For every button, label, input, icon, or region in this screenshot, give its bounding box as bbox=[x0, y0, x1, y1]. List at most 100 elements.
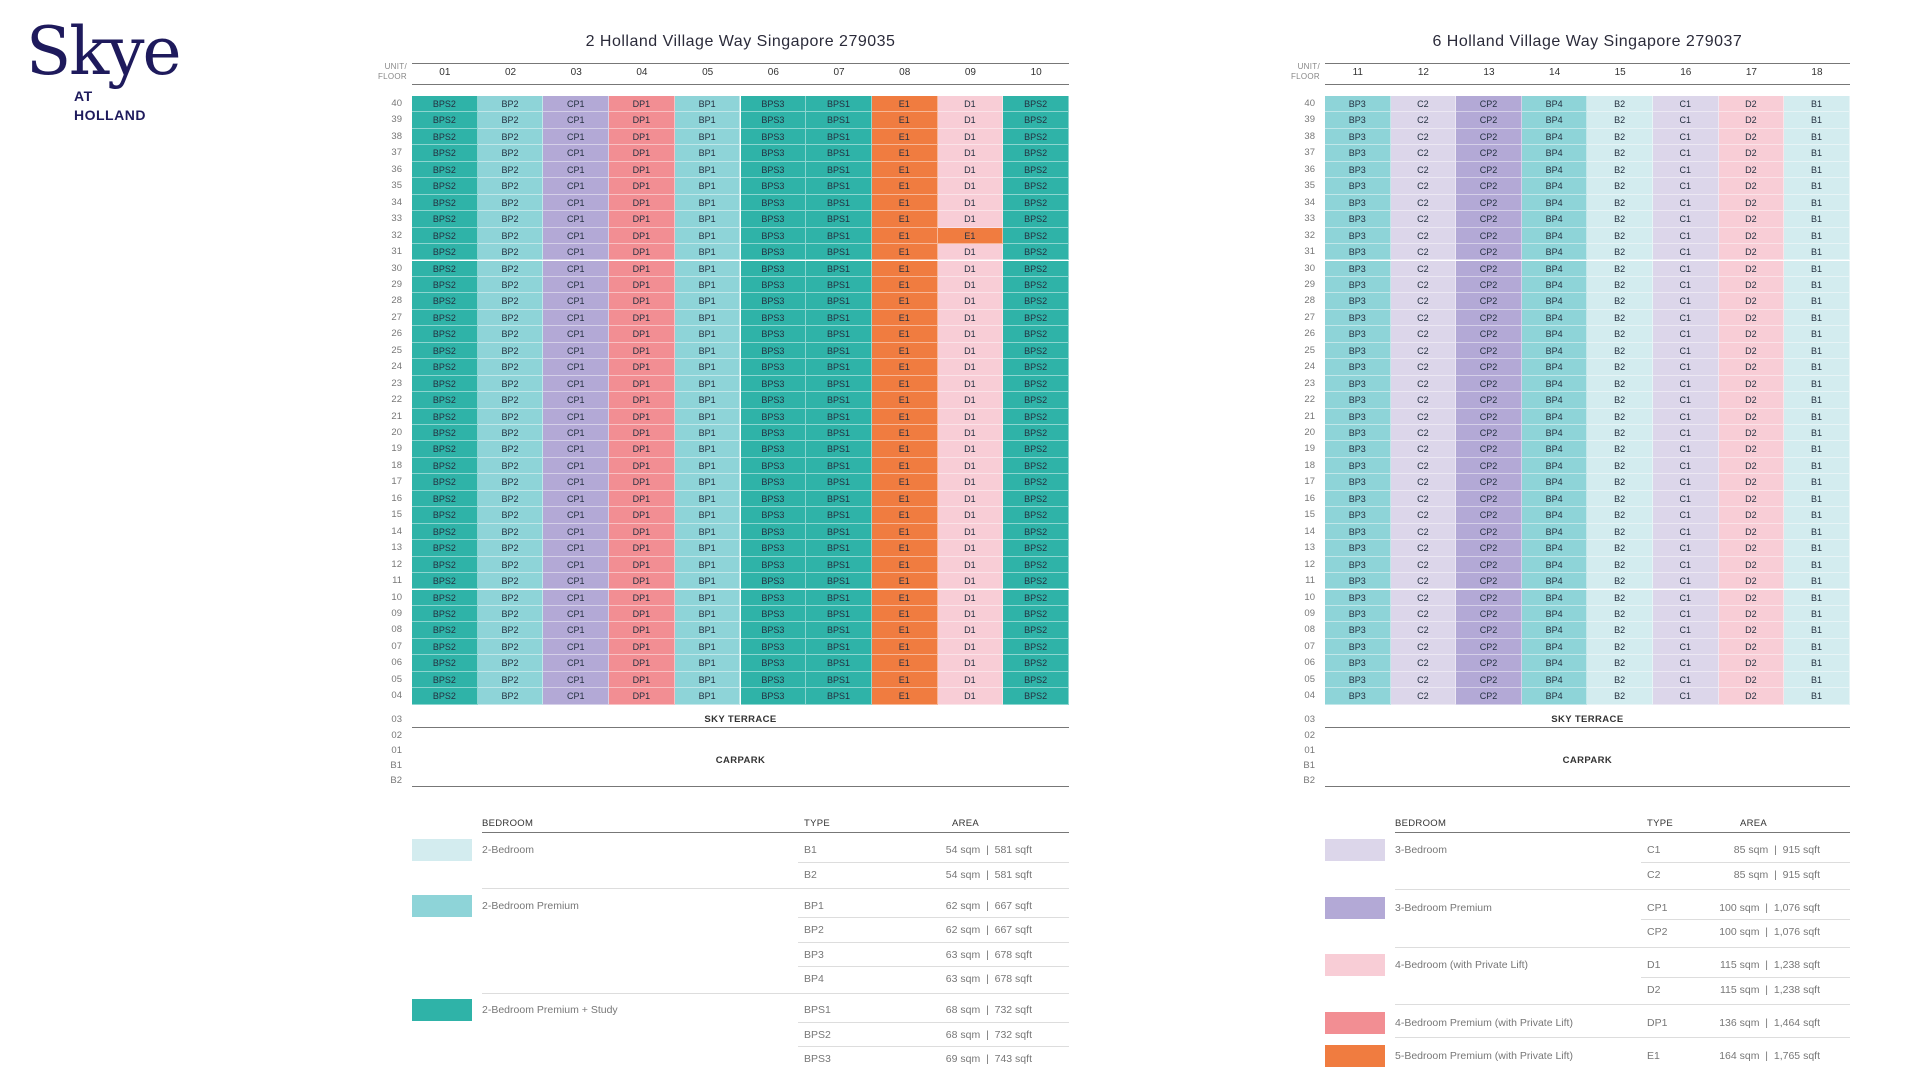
unit-cell[interactable]: BPS2 bbox=[412, 145, 478, 162]
unit-cell[interactable]: BPS2 bbox=[412, 326, 478, 343]
unit-cell[interactable]: BP1 bbox=[674, 507, 741, 524]
unit-cell[interactable]: D2 bbox=[1718, 457, 1785, 475]
unit-cell[interactable]: BPS2 bbox=[412, 441, 478, 458]
unit-cell[interactable]: C1 bbox=[1653, 392, 1719, 409]
unit-cell[interactable]: BP4 bbox=[1521, 573, 1588, 590]
unit-cell[interactable]: CP2 bbox=[1456, 326, 1522, 343]
unit-cell[interactable]: E1 bbox=[871, 441, 938, 458]
unit-cell[interactable]: BP3 bbox=[1325, 655, 1391, 672]
unit-cell[interactable]: BP3 bbox=[1325, 309, 1391, 327]
unit-cell[interactable]: B2 bbox=[1587, 540, 1653, 557]
unit-cell[interactable]: CP2 bbox=[1456, 161, 1522, 179]
unit-cell[interactable]: BPS2 bbox=[412, 260, 478, 277]
unit-cell[interactable]: BP1 bbox=[674, 688, 741, 705]
unit-cell[interactable]: BP2 bbox=[477, 194, 544, 212]
unit-cell[interactable]: D1 bbox=[937, 244, 1004, 261]
unit-cell[interactable]: B1 bbox=[1784, 638, 1850, 656]
unit-cell[interactable]: BPS2 bbox=[1003, 540, 1069, 557]
unit-cell[interactable]: C2 bbox=[1390, 523, 1457, 541]
unit-cell[interactable]: B2 bbox=[1587, 671, 1653, 689]
unit-cell[interactable]: CP1 bbox=[543, 523, 610, 541]
unit-cell[interactable]: D2 bbox=[1718, 112, 1785, 129]
unit-cell[interactable]: BPS2 bbox=[1003, 457, 1069, 475]
unit-cell[interactable]: CP1 bbox=[543, 178, 610, 195]
unit-cell[interactable]: BPS1 bbox=[806, 474, 872, 491]
unit-cell[interactable]: BPS3 bbox=[740, 194, 807, 212]
unit-cell[interactable]: BP3 bbox=[1325, 161, 1391, 179]
unit-cell[interactable]: B1 bbox=[1784, 507, 1850, 524]
unit-cell[interactable]: BP3 bbox=[1325, 359, 1391, 376]
unit-cell[interactable]: BPS1 bbox=[806, 556, 872, 574]
unit-cell[interactable]: D1 bbox=[937, 128, 1004, 146]
unit-cell[interactable]: B1 bbox=[1784, 457, 1850, 475]
unit-cell[interactable]: BPS2 bbox=[412, 244, 478, 261]
unit-cell[interactable]: B1 bbox=[1784, 540, 1850, 557]
unit-cell[interactable]: C2 bbox=[1390, 622, 1457, 639]
unit-cell[interactable]: D1 bbox=[937, 523, 1004, 541]
unit-cell[interactable]: CP2 bbox=[1456, 605, 1522, 623]
unit-cell[interactable]: CP1 bbox=[543, 655, 610, 672]
unit-cell[interactable]: BP2 bbox=[477, 260, 544, 277]
unit-cell[interactable]: C2 bbox=[1390, 425, 1457, 442]
unit-cell[interactable]: BP4 bbox=[1521, 112, 1588, 129]
unit-cell[interactable]: D1 bbox=[937, 194, 1004, 212]
unit-cell[interactable]: BPS2 bbox=[1003, 688, 1069, 705]
unit-cell[interactable]: D2 bbox=[1718, 523, 1785, 541]
unit-cell[interactable]: BPS3 bbox=[740, 688, 807, 705]
unit-cell[interactable]: BP2 bbox=[477, 145, 544, 162]
unit-cell[interactable]: D2 bbox=[1718, 622, 1785, 639]
unit-cell[interactable]: C2 bbox=[1390, 540, 1457, 557]
unit-cell[interactable]: BP1 bbox=[674, 244, 741, 261]
unit-cell[interactable]: D2 bbox=[1718, 227, 1785, 245]
unit-cell[interactable]: BPS2 bbox=[412, 309, 478, 327]
unit-cell[interactable]: CP2 bbox=[1456, 655, 1522, 672]
unit-cell[interactable]: B1 bbox=[1784, 293, 1850, 310]
unit-cell[interactable]: B2 bbox=[1587, 573, 1653, 590]
unit-cell[interactable]: BPS2 bbox=[412, 638, 478, 656]
unit-cell[interactable]: BP3 bbox=[1325, 622, 1391, 639]
unit-cell[interactable]: C1 bbox=[1653, 671, 1719, 689]
unit-cell[interactable]: BPS1 bbox=[806, 293, 872, 310]
unit-cell[interactable]: BP2 bbox=[477, 211, 544, 228]
unit-cell[interactable]: BP4 bbox=[1521, 145, 1588, 162]
unit-cell[interactable]: BPS2 bbox=[1003, 671, 1069, 689]
unit-cell[interactable]: BP3 bbox=[1325, 392, 1391, 409]
unit-cell[interactable]: C2 bbox=[1390, 260, 1457, 277]
unit-cell[interactable]: BP3 bbox=[1325, 96, 1391, 113]
unit-cell[interactable]: BPS2 bbox=[1003, 605, 1069, 623]
unit-cell[interactable]: BPS1 bbox=[806, 211, 872, 228]
unit-cell[interactable]: BP2 bbox=[477, 128, 544, 146]
unit-cell[interactable]: BP3 bbox=[1325, 540, 1391, 557]
unit-cell[interactable]: B2 bbox=[1587, 622, 1653, 639]
unit-cell[interactable]: BP1 bbox=[674, 523, 741, 541]
unit-cell[interactable]: C1 bbox=[1653, 194, 1719, 212]
unit-cell[interactable]: BP1 bbox=[674, 178, 741, 195]
unit-cell[interactable]: BP4 bbox=[1521, 688, 1588, 705]
unit-cell[interactable]: BPS2 bbox=[1003, 112, 1069, 129]
unit-cell[interactable]: C1 bbox=[1653, 408, 1719, 425]
unit-cell[interactable]: BPS3 bbox=[740, 244, 807, 261]
unit-cell[interactable]: CP2 bbox=[1456, 441, 1522, 458]
unit-cell[interactable]: C1 bbox=[1653, 309, 1719, 327]
unit-cell[interactable]: E1 bbox=[871, 244, 938, 261]
unit-cell[interactable]: CP1 bbox=[543, 359, 610, 376]
unit-cell[interactable]: BPS1 bbox=[806, 326, 872, 343]
unit-cell[interactable]: C1 bbox=[1653, 507, 1719, 524]
unit-cell[interactable]: CP2 bbox=[1456, 490, 1522, 508]
unit-cell[interactable]: BP2 bbox=[477, 244, 544, 261]
unit-cell[interactable]: CP1 bbox=[543, 326, 610, 343]
unit-cell[interactable]: CP1 bbox=[543, 276, 610, 294]
unit-cell[interactable]: D1 bbox=[937, 573, 1004, 590]
unit-cell[interactable]: C1 bbox=[1653, 425, 1719, 442]
unit-cell[interactable]: BPS2 bbox=[1003, 293, 1069, 310]
unit-cell[interactable]: C1 bbox=[1653, 589, 1719, 606]
unit-cell[interactable]: BPS2 bbox=[1003, 474, 1069, 491]
unit-cell[interactable]: BP3 bbox=[1325, 260, 1391, 277]
unit-cell[interactable]: E1 bbox=[871, 342, 938, 360]
unit-cell[interactable]: C1 bbox=[1653, 688, 1719, 705]
unit-cell[interactable]: D2 bbox=[1718, 655, 1785, 672]
unit-cell[interactable]: BPS3 bbox=[740, 507, 807, 524]
unit-cell[interactable]: BPS2 bbox=[412, 211, 478, 228]
unit-cell[interactable]: C2 bbox=[1390, 573, 1457, 590]
unit-cell[interactable]: C1 bbox=[1653, 260, 1719, 277]
